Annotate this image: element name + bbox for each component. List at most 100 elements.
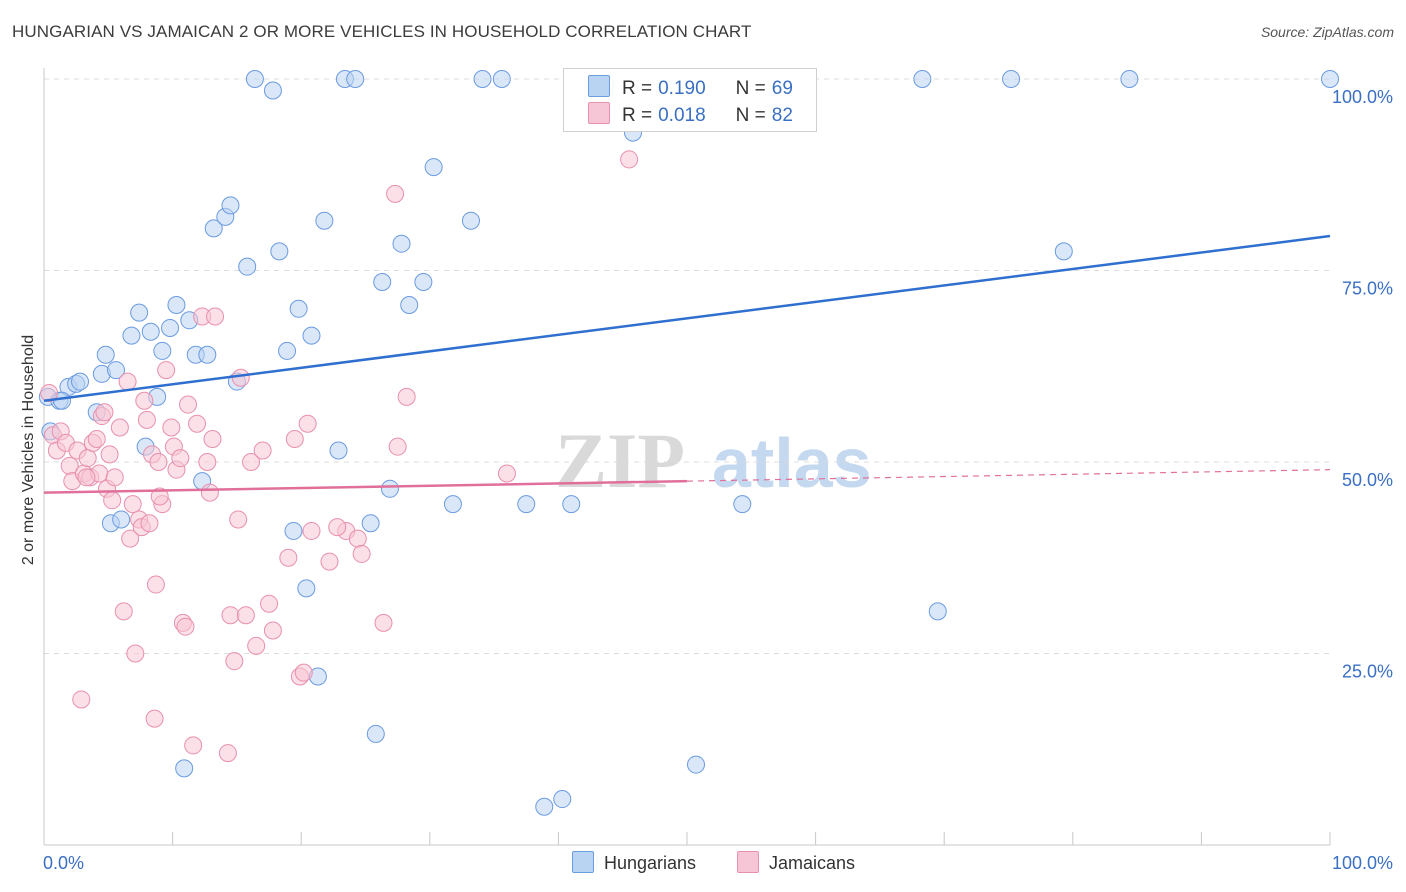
jamaican-point (198, 453, 217, 471)
legend-n-value: 82 (771, 105, 793, 126)
hungarian-point (461, 211, 480, 230)
hungarian-point (204, 219, 223, 238)
hungarian-point (733, 495, 752, 514)
hungarian-point (284, 521, 303, 540)
jamaican-point (320, 552, 339, 571)
chart-title: HUNGARIAN VS JAMAICAN 2 OR MORE VEHICLES… (12, 22, 752, 41)
y-axis-label-wrap: 2 or more Vehicles in Household (14, 295, 44, 605)
jamaican-point (298, 414, 317, 433)
hungarian-point (238, 257, 257, 276)
jamaican-swatch (588, 102, 610, 124)
jamaican-point (247, 636, 266, 655)
hungarian-point (1002, 70, 1021, 88)
jamaican-point (203, 430, 222, 449)
jamaican-point (87, 430, 106, 449)
jamaican-legend-label: Jamaicans (769, 853, 856, 873)
bottom-legend-jamaicans: Jamaicans (737, 851, 855, 877)
jamaican-point (497, 464, 516, 483)
legend-row-hungarians: R = 0.190 N = 69 (588, 75, 793, 99)
hungarian-point (161, 318, 180, 337)
hungarian-point (167, 295, 186, 314)
jamaican-point (184, 736, 203, 755)
legend-n-value: 69 (771, 78, 793, 99)
jamaican-point (200, 483, 219, 502)
jamaican-point (206, 307, 225, 326)
hungarian-point (107, 361, 126, 380)
hungarian-point (96, 345, 115, 364)
hungarian-point (687, 755, 706, 774)
legend-r-value: 0.190 (658, 78, 706, 99)
hungarian-point (270, 242, 289, 261)
hungarian-point (913, 70, 932, 88)
watermark-atlas: atlas (712, 424, 872, 502)
jamaican-point (229, 510, 248, 529)
hungarian-point (492, 70, 511, 88)
jamaican-point (72, 690, 91, 709)
jamaican-point (253, 441, 272, 460)
jamaican-point (145, 709, 164, 728)
hungarian-point (553, 790, 572, 809)
legend-row-jamaicans: R = 0.018 N = 82 (588, 102, 793, 126)
jamaican-point (77, 468, 96, 487)
jamaican-point (302, 521, 321, 540)
hungarian-point (329, 441, 348, 460)
legend-r-value: 0.018 (658, 105, 706, 126)
jamaican-point (374, 613, 393, 632)
hungarian-point (392, 234, 411, 253)
jamaican-point (352, 544, 371, 563)
hungarian-point (112, 510, 131, 529)
x-tick-label-min: 0.0% (43, 853, 84, 873)
jamaican-point (137, 410, 156, 429)
legend-r-label: R = (622, 78, 653, 99)
jamaican-point (171, 449, 190, 468)
jamaican-point (285, 430, 304, 449)
jamaican-point (150, 487, 169, 506)
y-tick-label: 50.0% (1342, 470, 1393, 490)
jamaican-point (78, 449, 97, 468)
hungarian-point (302, 326, 321, 345)
jamaican-point (100, 445, 119, 464)
jamaican-point (149, 453, 168, 471)
hungarian-point (245, 70, 264, 88)
jamaican-point (236, 606, 255, 625)
hungarian-point (361, 514, 380, 533)
jamaican-point (242, 453, 261, 471)
hungarian-point (278, 341, 297, 360)
jamaican-point (231, 368, 250, 387)
jamaican-point (188, 414, 207, 433)
hungarian-point (373, 272, 392, 291)
jamaican-point (162, 418, 181, 437)
jamaican-point (260, 594, 279, 613)
jamaican-point (105, 468, 124, 487)
hungarian-swatch (588, 75, 610, 97)
hungarian-point (71, 372, 90, 391)
jamaican-point (397, 387, 416, 406)
hungarian-point (315, 211, 334, 230)
x-tick-label-max: 100.0% (1332, 853, 1393, 873)
jamaican-point (40, 384, 59, 403)
jamaican-point (294, 663, 313, 682)
hungarian-point (1054, 242, 1073, 261)
jamaican-point (218, 744, 237, 763)
hungarian-point (562, 495, 581, 514)
jamaican-point (386, 184, 405, 203)
jamaican-legend-swatch (737, 851, 759, 873)
jamaican-point (388, 437, 407, 456)
jamaican-trend-extension (686, 469, 1331, 482)
hungarian-point (400, 295, 419, 314)
jamaican-point (263, 621, 282, 640)
jamaican-point (348, 529, 367, 548)
jamaican-point (146, 575, 165, 594)
jamaican-point (225, 652, 244, 671)
y-tick-label: 75.0% (1342, 279, 1393, 299)
hungarian-point (122, 326, 141, 345)
jamaican-point (121, 529, 140, 548)
hungarian-point (366, 724, 385, 743)
legend-r-label: R = (622, 105, 653, 126)
jamaican-point (123, 495, 142, 514)
jamaican-point (140, 514, 159, 533)
hungarian-point (221, 196, 240, 215)
hungarian-point (175, 759, 194, 778)
hungarian-point (297, 579, 316, 598)
